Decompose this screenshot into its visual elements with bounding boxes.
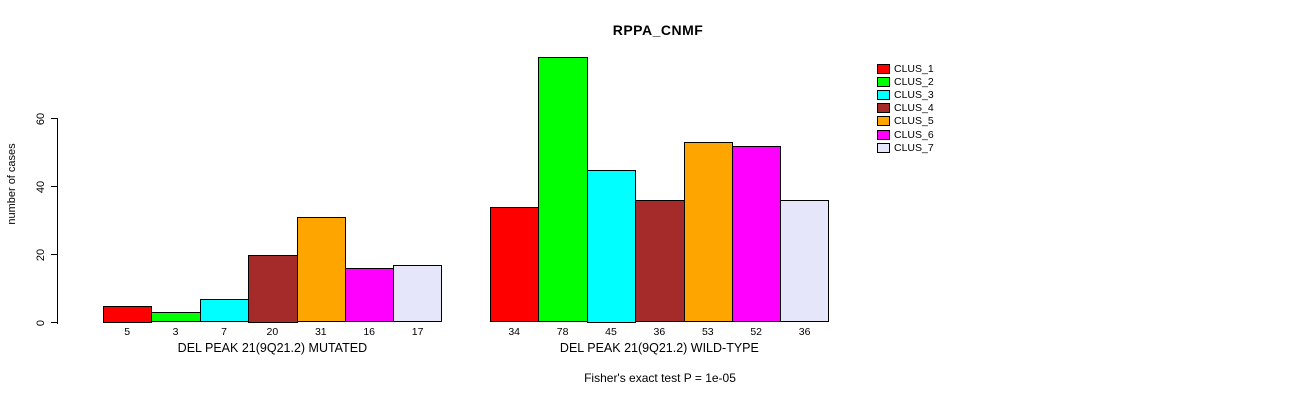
- chart-title: RPPA_CNMF: [612, 22, 704, 38]
- legend-swatch-clus-1: [877, 63, 890, 74]
- bar-value-clus-2-wild-type: 78: [556, 326, 569, 338]
- legend-item-clus-5: CLUS_5: [877, 115, 934, 128]
- legend-item-clus-1: CLUS_1: [877, 62, 934, 75]
- bar-clus-3-wild-type: [586, 169, 637, 323]
- bar-value-clus-3-mutated: 7: [221, 326, 227, 338]
- bar-value-clus-1-wild-type: 34: [508, 326, 521, 338]
- y-tick-40: [51, 186, 58, 187]
- bar-value-clus-4-mutated: 20: [266, 326, 279, 338]
- y-tick-label-20: 20: [35, 248, 47, 261]
- y-tick-label-0: 0: [35, 319, 47, 326]
- bar-clus-5-wild-type: [683, 142, 733, 323]
- legend-label-clus-1: CLUS_1: [894, 62, 934, 75]
- legend-swatch-clus-6: [877, 129, 890, 140]
- legend-label-clus-2: CLUS_2: [894, 75, 934, 88]
- legend-label-clus-5: CLUS_5: [894, 115, 934, 128]
- bar-value-clus-1-mutated: 5: [124, 326, 131, 338]
- legend-swatch-clus-4: [877, 103, 890, 114]
- bar-value-clus-6-wild-type: 52: [750, 326, 763, 338]
- bar-value-clus-6-mutated: 16: [363, 326, 376, 338]
- fisher-test-annotation: Fisher's exact test P = 1e-05: [584, 371, 736, 385]
- bar-clus-2-wild-type: [538, 57, 588, 323]
- legend-swatch-clus-7: [877, 142, 890, 153]
- bar-clus-7-wild-type: [780, 200, 829, 323]
- bar-value-clus-5-wild-type: 53: [701, 326, 714, 338]
- bar-clus-3-mutated: [199, 298, 250, 323]
- bar-value-clus-3-wild-type: 45: [605, 326, 617, 338]
- y-tick-label-60: 60: [35, 112, 47, 125]
- legend: CLUS_1 CLUS_2 CLUS_3 CLUS_4 CLUS_5 CLUS_6 CLUS…: [877, 62, 934, 154]
- bar-clus-4-mutated: [248, 254, 298, 323]
- bar-clus-2-mutated: [151, 312, 201, 323]
- bar-value-clus-7-wild-type: 36: [798, 326, 811, 338]
- legend-label-clus-4: CLUS_4: [894, 102, 934, 115]
- bar-value-clus-5-mutated: 31: [314, 326, 327, 338]
- bar-value-clus-2-mutated: 3: [172, 326, 179, 338]
- bar-value-clus-7-mutated: 17: [411, 326, 424, 338]
- bar-clus-1-wild-type: [490, 206, 540, 323]
- y-tick-label-40: 40: [35, 180, 47, 193]
- group-label-wild-type: DEL PEAK 21(9Q21.2) WILD-TYPE: [559, 341, 759, 355]
- y-tick-0: [51, 322, 58, 323]
- bar-clus-7-mutated: [393, 264, 442, 323]
- legend-swatch-clus-2: [877, 76, 890, 87]
- legend-item-clus-2: CLUS_2: [877, 75, 934, 88]
- legend-swatch-clus-5: [877, 116, 890, 127]
- legend-label-clus-3: CLUS_3: [894, 88, 934, 101]
- legend-swatch-clus-3: [877, 89, 890, 100]
- bar-value-clus-4-wild-type: 36: [653, 326, 666, 338]
- legend-item-clus-4: CLUS_4: [877, 102, 934, 115]
- bar-clus-1-mutated: [103, 305, 153, 323]
- y-tick-20: [51, 254, 58, 255]
- legend-item-clus-6: CLUS_6: [877, 128, 934, 141]
- bar-clus-5-mutated: [296, 217, 346, 323]
- bar-clus-6-wild-type: [732, 145, 782, 323]
- y-tick-60: [51, 118, 58, 119]
- y-axis: [57, 118, 58, 324]
- bar-clus-6-mutated: [345, 268, 395, 323]
- legend-item-clus-7: CLUS_7: [877, 141, 934, 154]
- legend-item-clus-3: CLUS_3: [877, 88, 934, 101]
- bar-clus-4-wild-type: [635, 200, 685, 323]
- legend-label-clus-7: CLUS_7: [894, 141, 934, 154]
- legend-label-clus-6: CLUS_6: [894, 128, 934, 141]
- group-label-mutated: DEL PEAK 21(9Q21.2) MUTATED: [177, 341, 368, 355]
